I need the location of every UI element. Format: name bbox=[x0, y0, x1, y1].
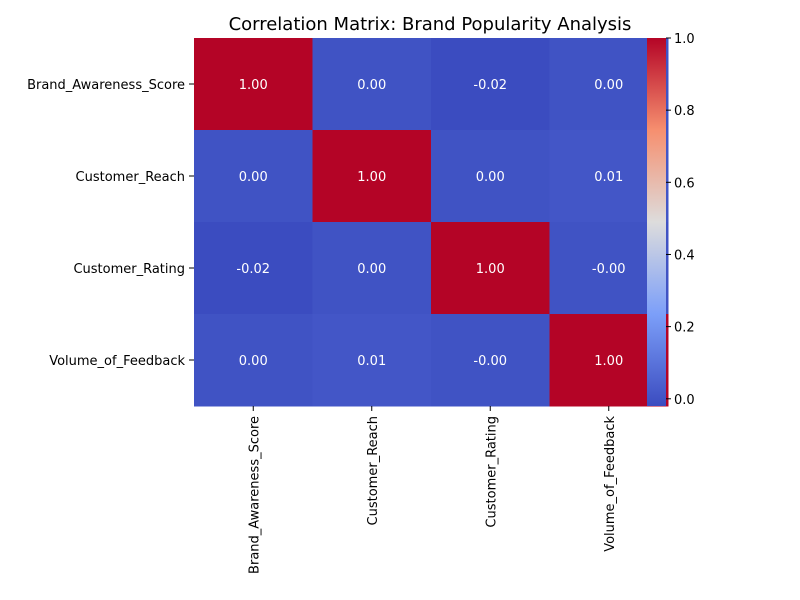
colorbar-tick-label: 0.8 bbox=[674, 104, 695, 119]
x-tick-label: Brand_Awareness_Score bbox=[247, 416, 262, 574]
heatmap-cell bbox=[312, 38, 432, 131]
y-tick-label: Customer_Reach bbox=[76, 170, 185, 185]
cell-value-label: 0.00 bbox=[357, 262, 386, 277]
cell-value-label: 0.00 bbox=[357, 78, 386, 93]
y-tick-label: Customer_Rating bbox=[73, 262, 185, 277]
cell-value-label: 1.00 bbox=[476, 262, 505, 277]
colorbar-tick-label: 1.0 bbox=[674, 32, 695, 47]
heatmap-cells bbox=[194, 38, 669, 407]
x-tick-label: Customer_Reach bbox=[366, 416, 381, 525]
cell-value-label: 0.00 bbox=[476, 170, 505, 185]
y-axis: Brand_Awareness_Score Customer_Reach Custo… bbox=[27, 78, 194, 369]
heatmap-cell bbox=[312, 130, 432, 223]
cell-value-label: 1.00 bbox=[239, 78, 268, 93]
y-tick-label: Volume_of_Feedback bbox=[49, 354, 185, 369]
colorbar: 1.0 0.8 0.6 0.4 0.2 0.0 bbox=[647, 32, 695, 408]
cell-value-label: 0.01 bbox=[594, 170, 623, 185]
heatmap-cell-labels: 1.00 0.00 -0.02 0.00 0.00 1.00 0.00 0.01 -0.02 0.… bbox=[236, 78, 625, 369]
x-tick-label: Volume_of_Feedback bbox=[603, 416, 618, 552]
x-axis: Brand_Awareness_Score Customer_Reach Custo… bbox=[247, 406, 618, 574]
y-tick-label: Brand_Awareness_Score bbox=[27, 78, 185, 93]
cell-value-label: 1.00 bbox=[357, 170, 386, 185]
heatmap-cell bbox=[194, 130, 313, 223]
chart-title: Correlation Matrix: Brand Popularity Ana… bbox=[229, 14, 632, 35]
cell-value-label: 0.00 bbox=[594, 78, 623, 93]
colorbar-tick-label: 0.4 bbox=[674, 248, 695, 263]
cell-value-label: 0.01 bbox=[357, 354, 386, 369]
heatmap-cell bbox=[312, 222, 432, 315]
colorbar-tick-label: 0.2 bbox=[674, 321, 695, 336]
colorbar-tick-label: 0.6 bbox=[674, 176, 695, 191]
heatmap-cell bbox=[194, 314, 313, 407]
colorbar-tick-label: 0.0 bbox=[674, 393, 695, 408]
x-tick-label: Customer_Rating bbox=[484, 416, 499, 528]
colorbar-gradient bbox=[647, 38, 666, 406]
cell-value-label: 0.00 bbox=[239, 354, 268, 369]
heatmap-cell bbox=[431, 222, 550, 315]
cell-value-label: -0.00 bbox=[473, 354, 507, 369]
heatmap-cell bbox=[312, 314, 432, 407]
cell-value-label: 1.00 bbox=[594, 354, 623, 369]
heatmap-cell bbox=[431, 130, 550, 223]
cell-value-label: -0.02 bbox=[473, 78, 507, 93]
cell-value-label: 0.00 bbox=[239, 170, 268, 185]
heatmap-cell bbox=[431, 38, 550, 131]
heatmap-cell bbox=[194, 222, 313, 315]
heatmap-cell bbox=[194, 38, 313, 131]
cell-value-label: -0.02 bbox=[236, 262, 270, 277]
heatmap-cell bbox=[431, 314, 550, 407]
cell-value-label: -0.00 bbox=[592, 262, 626, 277]
